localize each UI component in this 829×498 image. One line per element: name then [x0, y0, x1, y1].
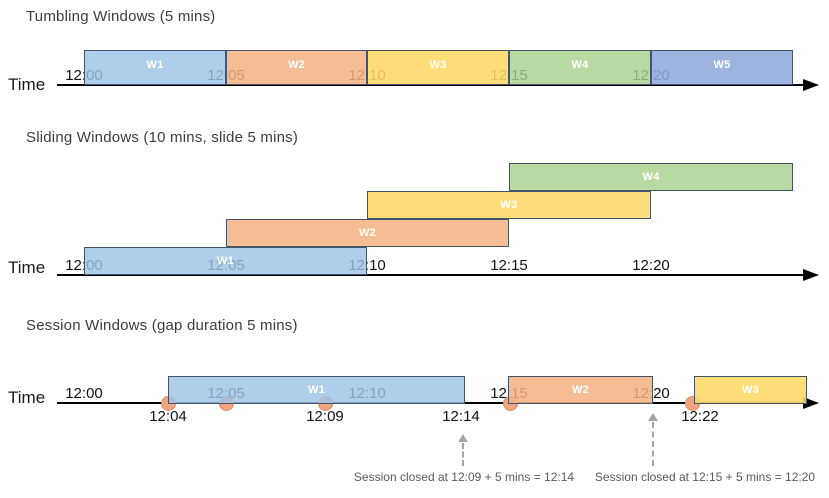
- window-label: W3: [500, 199, 518, 211]
- sliding-window-box-w4: W4: [509, 163, 793, 191]
- session-window-box-w2: W2: [508, 376, 653, 404]
- sliding-time-axis-label: Time: [8, 258, 46, 277]
- window-label: W1: [307, 384, 326, 396]
- session-close-time-label: 12:14: [442, 408, 480, 425]
- tumbling-window-box-w5: W5: [651, 50, 793, 85]
- sliding-axis-arrowhead-icon: [803, 269, 819, 281]
- window-label: W3: [741, 384, 760, 396]
- tumbling-axis-arrowhead-icon: [803, 79, 819, 91]
- session-window-box-w3: W3: [694, 376, 807, 404]
- event-time-label: 12:09: [306, 408, 344, 425]
- session-time-axis-label: Time: [8, 388, 46, 407]
- window-label: W1: [146, 58, 164, 71]
- window-label: W4: [571, 58, 589, 71]
- tick-label: 12:15: [490, 257, 528, 274]
- sliding-section-title: Sliding Windows (10 mins, slide 5 mins): [26, 129, 299, 146]
- event-time-label: 12:22: [681, 408, 719, 425]
- tumbling-window-box-w1: W1: [84, 50, 226, 85]
- window-label: W4: [642, 171, 660, 183]
- tick-label: 12:20: [632, 257, 670, 274]
- tumbling-window-box-w2: W2: [226, 50, 367, 85]
- session-window-box-w1: W1: [168, 376, 465, 404]
- tumbling-window-box-w4: W4: [509, 50, 651, 85]
- session-closed-annotation: Session closed at 12:09 + 5 mins = 12:14: [353, 470, 575, 484]
- dashed-arrow-line: [462, 443, 464, 466]
- event-time-label: 12:04: [149, 408, 187, 425]
- session-section-title: Session Windows (gap duration 5 mins): [26, 317, 298, 334]
- sliding-timeline-axis: [57, 274, 805, 276]
- dashed-arrowhead-icon: [648, 413, 658, 421]
- window-label: W5: [713, 58, 731, 71]
- sliding-window-box-w3: W3: [367, 191, 651, 219]
- tumbling-timeline-axis: [57, 84, 805, 86]
- window-label: W2: [287, 58, 306, 71]
- tumbling-window-box-w3: W3: [367, 50, 509, 85]
- tumbling-section-title: Tumbling Windows (5 mins): [26, 8, 216, 25]
- sliding-window-box-w1: W1: [84, 247, 367, 275]
- sliding-window-box-w2: W2: [226, 219, 509, 247]
- window-label: W2: [571, 384, 590, 396]
- tumbling-time-axis-label: Time: [8, 75, 46, 94]
- session-axis-arrowhead-icon: [803, 397, 819, 409]
- window-label: W1: [216, 255, 235, 267]
- dashed-arrow-line: [652, 422, 654, 466]
- window-label: W2: [358, 227, 377, 239]
- session-closed-annotation: Session closed at 12:15 + 5 mins = 12:20: [594, 470, 816, 484]
- window-label: W3: [429, 58, 447, 71]
- dashed-arrowhead-icon: [458, 434, 468, 442]
- tick-label: 12:00: [65, 385, 103, 402]
